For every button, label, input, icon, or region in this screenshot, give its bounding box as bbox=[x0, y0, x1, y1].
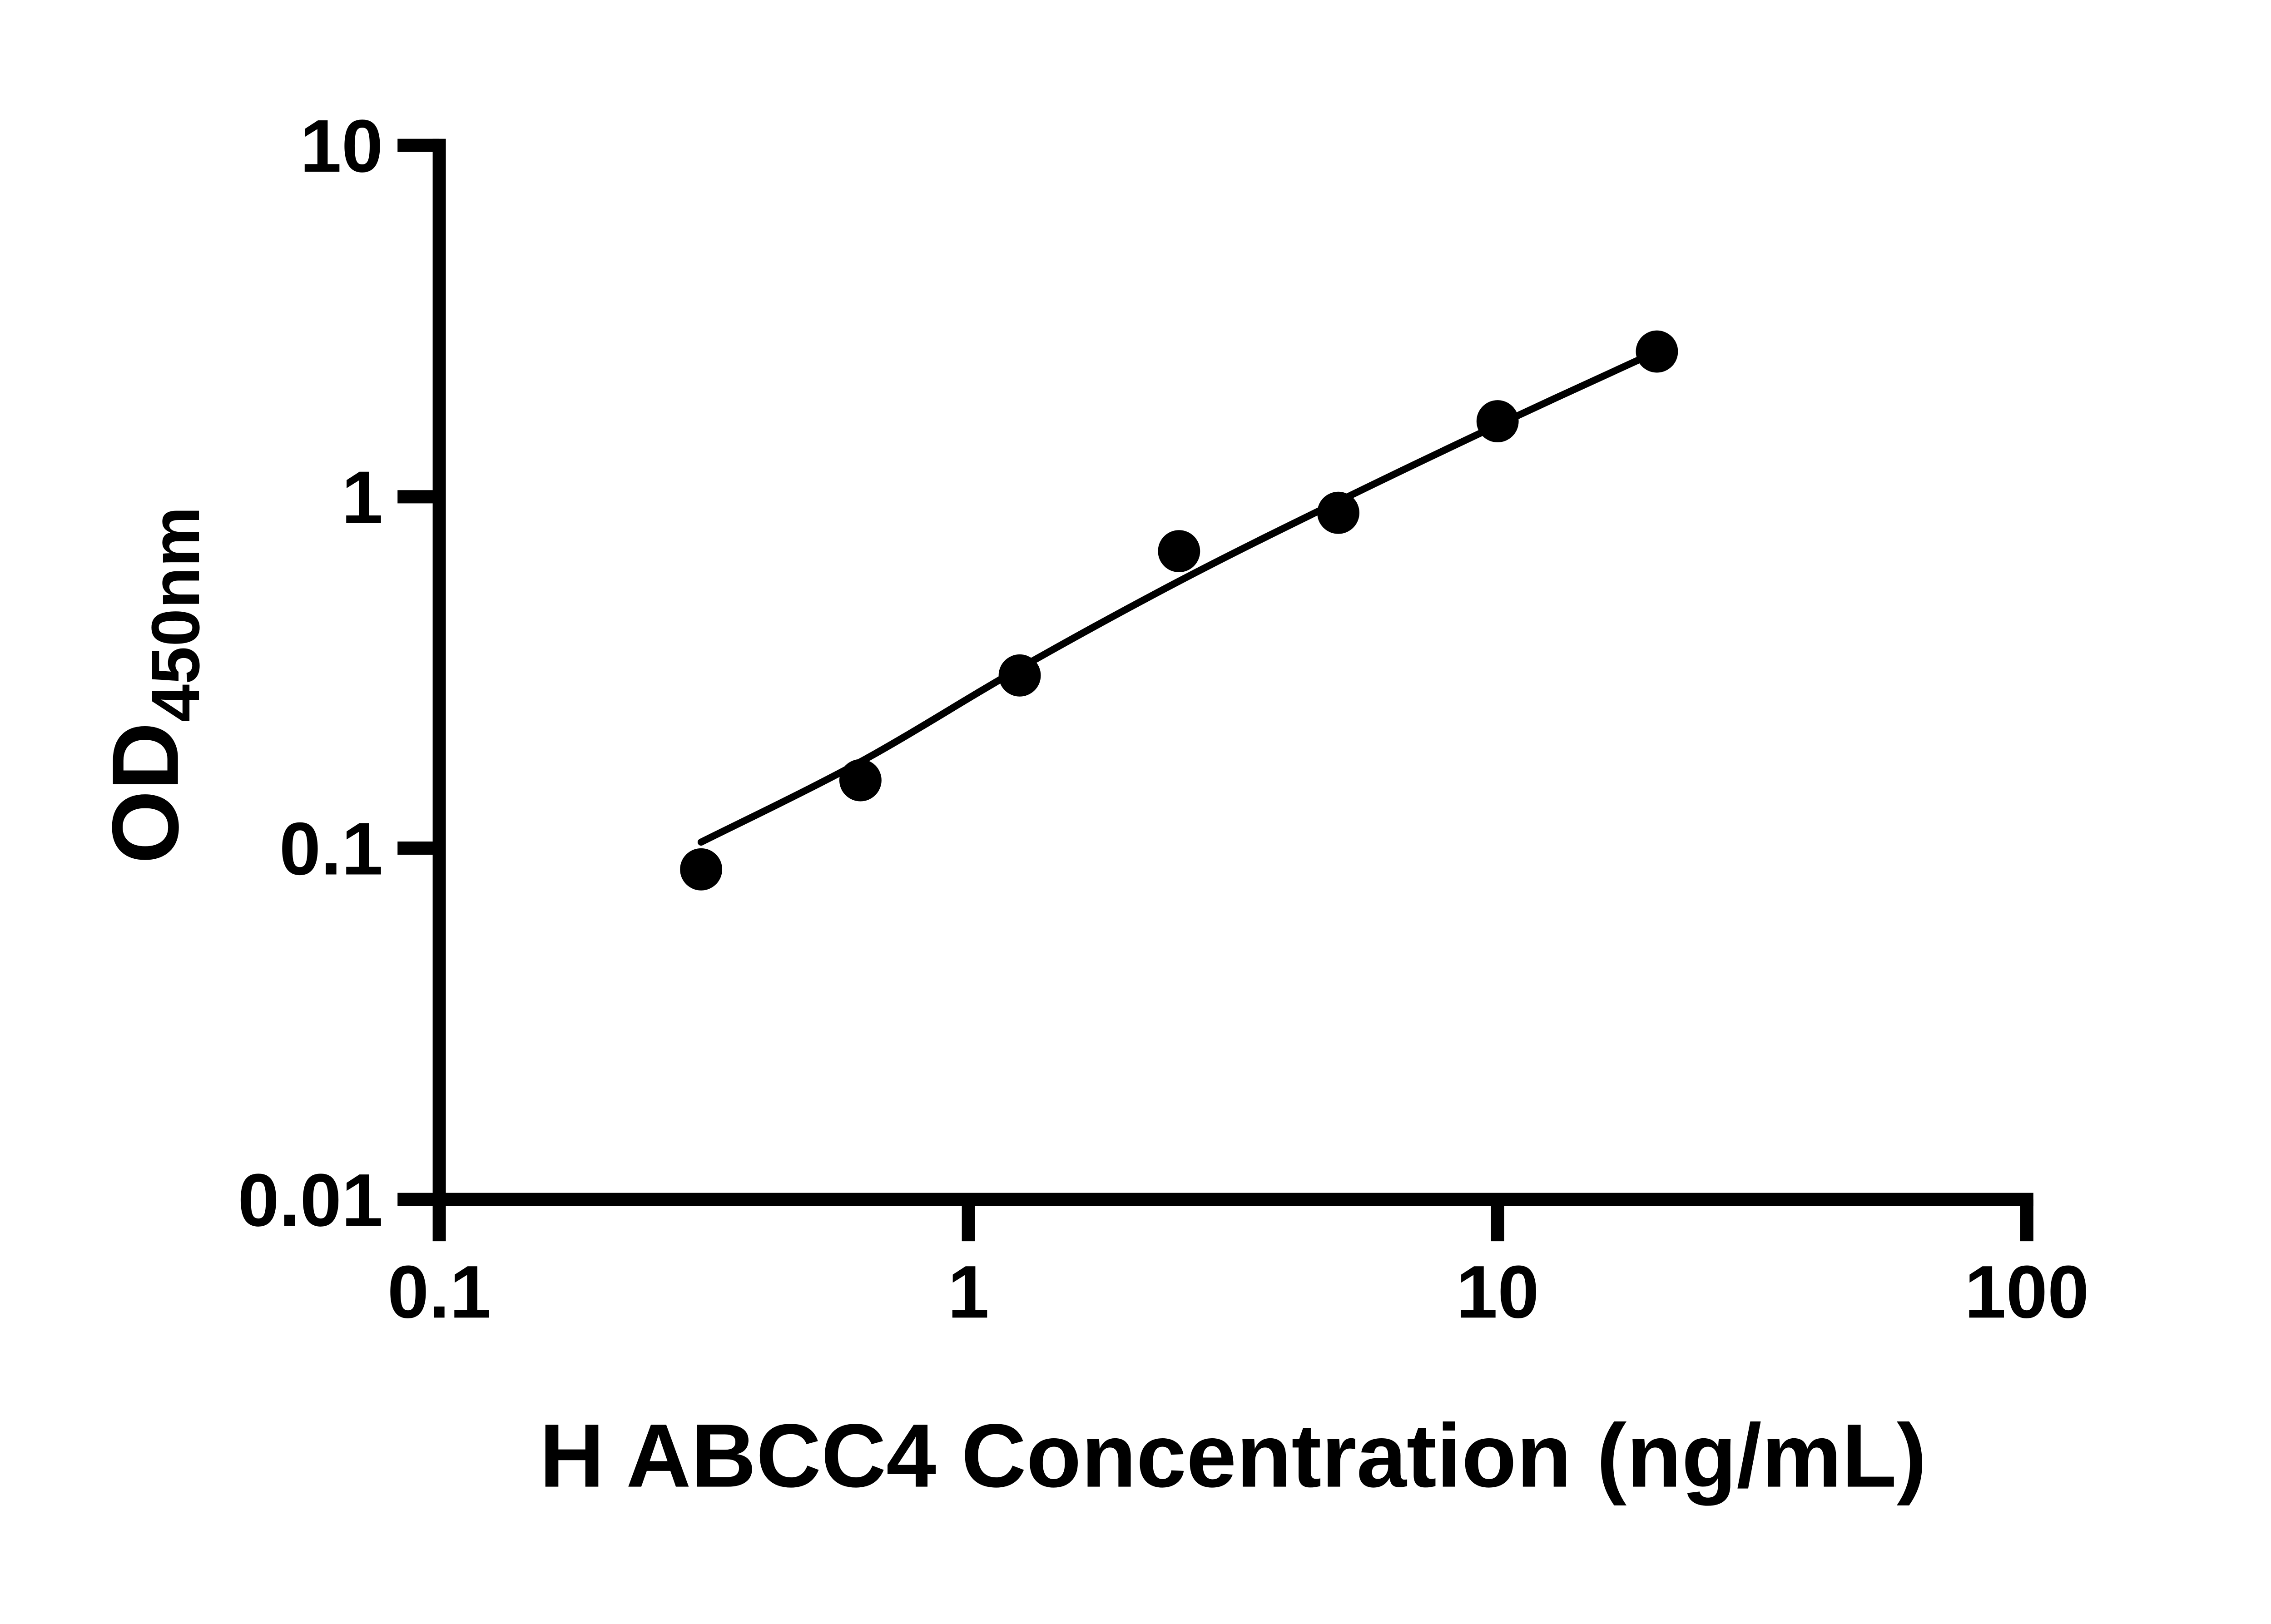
x-tick-label: 100 bbox=[1964, 1250, 2089, 1333]
elisa-standard-curve-figure: 0.01 0.1 1 10 0.1 1 10 100 H ABCC4 Concentratio… bbox=[0, 0, 2271, 1570]
x-tick-label: 1 bbox=[947, 1250, 989, 1333]
y-tick-label: 0.01 bbox=[238, 1158, 383, 1242]
x-tick-label: 0.1 bbox=[387, 1250, 491, 1333]
data-points bbox=[680, 330, 1678, 891]
data-point-marker bbox=[998, 654, 1041, 697]
y-axis-title-main: OD bbox=[93, 722, 198, 864]
data-point-marker bbox=[680, 848, 723, 891]
x-axis-title: H ABCC4 Concentration (ng/mL) bbox=[540, 1406, 1927, 1506]
y-axis-title: OD450nm bbox=[93, 506, 213, 864]
y-tick-label: 10 bbox=[300, 104, 383, 188]
x-tick-label: 10 bbox=[1456, 1250, 1539, 1333]
chart-background bbox=[0, 0, 2271, 1570]
data-point-marker bbox=[1317, 491, 1359, 534]
axis-ticks bbox=[397, 139, 2033, 1242]
data-point-marker bbox=[1158, 530, 1200, 573]
data-point-marker bbox=[839, 759, 882, 802]
y-tick-label: 1 bbox=[342, 456, 383, 539]
data-point-marker bbox=[1636, 330, 1678, 373]
data-point-marker bbox=[1476, 400, 1519, 442]
y-axis-title-subscript: 450nm bbox=[137, 506, 213, 722]
y-tick-label: 0.1 bbox=[279, 807, 383, 891]
